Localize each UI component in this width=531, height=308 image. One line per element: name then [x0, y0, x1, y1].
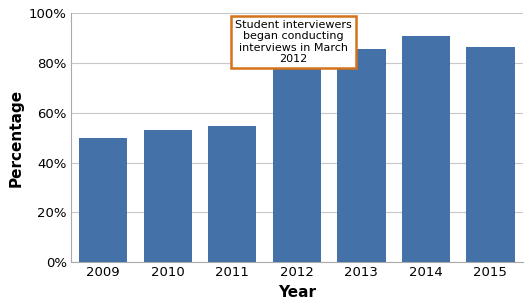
Bar — [143, 130, 192, 262]
Bar — [401, 36, 450, 262]
Bar — [79, 138, 127, 262]
X-axis label: Year: Year — [278, 285, 316, 300]
Text: Student interviewers
began conducting
interviews in March
2012: Student interviewers began conducting in… — [235, 19, 352, 64]
Bar — [466, 47, 515, 262]
Bar — [208, 127, 256, 262]
Bar — [272, 58, 321, 262]
Y-axis label: Percentage: Percentage — [8, 89, 23, 187]
Bar — [337, 49, 386, 262]
